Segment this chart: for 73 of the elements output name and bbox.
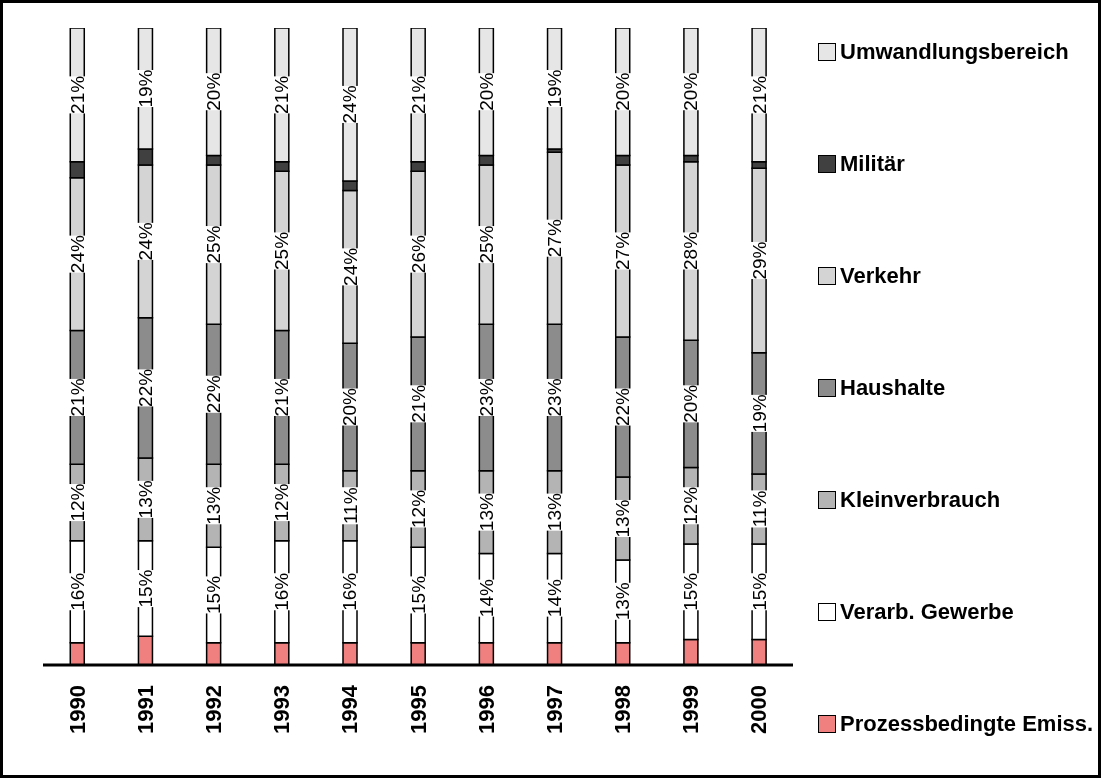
- data-label: 21%: [66, 378, 88, 417]
- data-label: 19%: [134, 69, 156, 108]
- data-label: 29%: [748, 241, 770, 280]
- data-label: 22%: [134, 368, 156, 407]
- data-label: 13%: [612, 582, 634, 621]
- data-label: 20%: [680, 72, 702, 111]
- data-label: 19%: [544, 69, 566, 108]
- data-label: 24%: [339, 247, 361, 286]
- legend-label: Militär: [840, 150, 905, 178]
- data-label: 13%: [612, 499, 634, 538]
- data-label: 24%: [134, 222, 156, 261]
- data-label: 24%: [66, 235, 88, 274]
- data-label: 20%: [203, 72, 225, 111]
- data-label: 13%: [475, 493, 497, 532]
- data-label: 13%: [544, 493, 566, 532]
- data-label: 26%: [407, 235, 429, 274]
- data-label: 21%: [271, 378, 293, 417]
- data-label: 23%: [544, 378, 566, 417]
- data-label: 22%: [203, 375, 225, 414]
- data-label: 19%: [748, 394, 770, 433]
- x-tick-label: 1998: [610, 685, 636, 734]
- data-label: 24%: [339, 85, 361, 124]
- data-label: 22%: [612, 387, 634, 427]
- data-label: 21%: [748, 75, 770, 114]
- legend-label: Verarb. Gewerbe: [840, 598, 1014, 626]
- x-tick-label: 1997: [541, 685, 567, 734]
- data-label: 12%: [407, 489, 429, 528]
- x-tick-label: 2000: [746, 685, 772, 734]
- data-label: 23%: [475, 378, 497, 417]
- data-label: 28%: [680, 231, 702, 270]
- legend-label: Umwandlungsbereich: [840, 38, 1069, 66]
- data-label: 20%: [339, 387, 361, 427]
- x-tick-label: 1990: [64, 685, 90, 734]
- data-label: 21%: [407, 384, 429, 423]
- data-label: 25%: [475, 225, 497, 264]
- x-tick-label: 1991: [132, 685, 158, 734]
- x-tick-label: 1996: [473, 685, 499, 734]
- data-label: 21%: [271, 75, 293, 114]
- x-tick-label: 1992: [200, 685, 226, 734]
- data-label: 15%: [748, 572, 770, 611]
- data-label: 12%: [680, 486, 702, 525]
- data-label: 15%: [407, 575, 429, 614]
- data-label: 15%: [203, 575, 225, 614]
- data-label: 15%: [680, 572, 702, 611]
- data-label: 12%: [271, 483, 293, 522]
- x-tick-label: 1999: [678, 685, 704, 734]
- data-label: 21%: [66, 75, 88, 114]
- legend-label: Verkehr: [840, 262, 921, 290]
- data-label: 25%: [271, 231, 293, 270]
- data-label: 11%: [339, 487, 361, 525]
- legend-label: Prozessbedingte Emiss.: [840, 710, 1094, 738]
- data-label: 16%: [339, 572, 361, 611]
- data-label: 13%: [134, 480, 156, 519]
- data-label: 14%: [544, 579, 566, 618]
- data-label: 27%: [612, 231, 634, 270]
- data-label: 27%: [544, 219, 566, 258]
- data-label: 12%: [66, 483, 88, 522]
- legend-label: Haushalte: [840, 374, 946, 402]
- data-label: 15%: [134, 569, 156, 608]
- x-tick-label: 1994: [337, 684, 363, 734]
- data-label: 16%: [271, 572, 293, 611]
- x-tick-label: 1993: [269, 685, 295, 734]
- data-label: 20%: [680, 384, 702, 423]
- legend-label: Kleinverbrauch: [840, 486, 1001, 514]
- data-label: 11%: [748, 490, 770, 528]
- data-label: 14%: [475, 579, 497, 618]
- data-label: 13%: [203, 486, 225, 525]
- data-label: 21%: [407, 75, 429, 114]
- data-label: 16%: [66, 572, 88, 611]
- data-label: 25%: [203, 225, 225, 264]
- x-tick-label: 1995: [405, 685, 431, 734]
- data-label: 20%: [612, 72, 634, 111]
- data-label: 20%: [475, 72, 497, 111]
